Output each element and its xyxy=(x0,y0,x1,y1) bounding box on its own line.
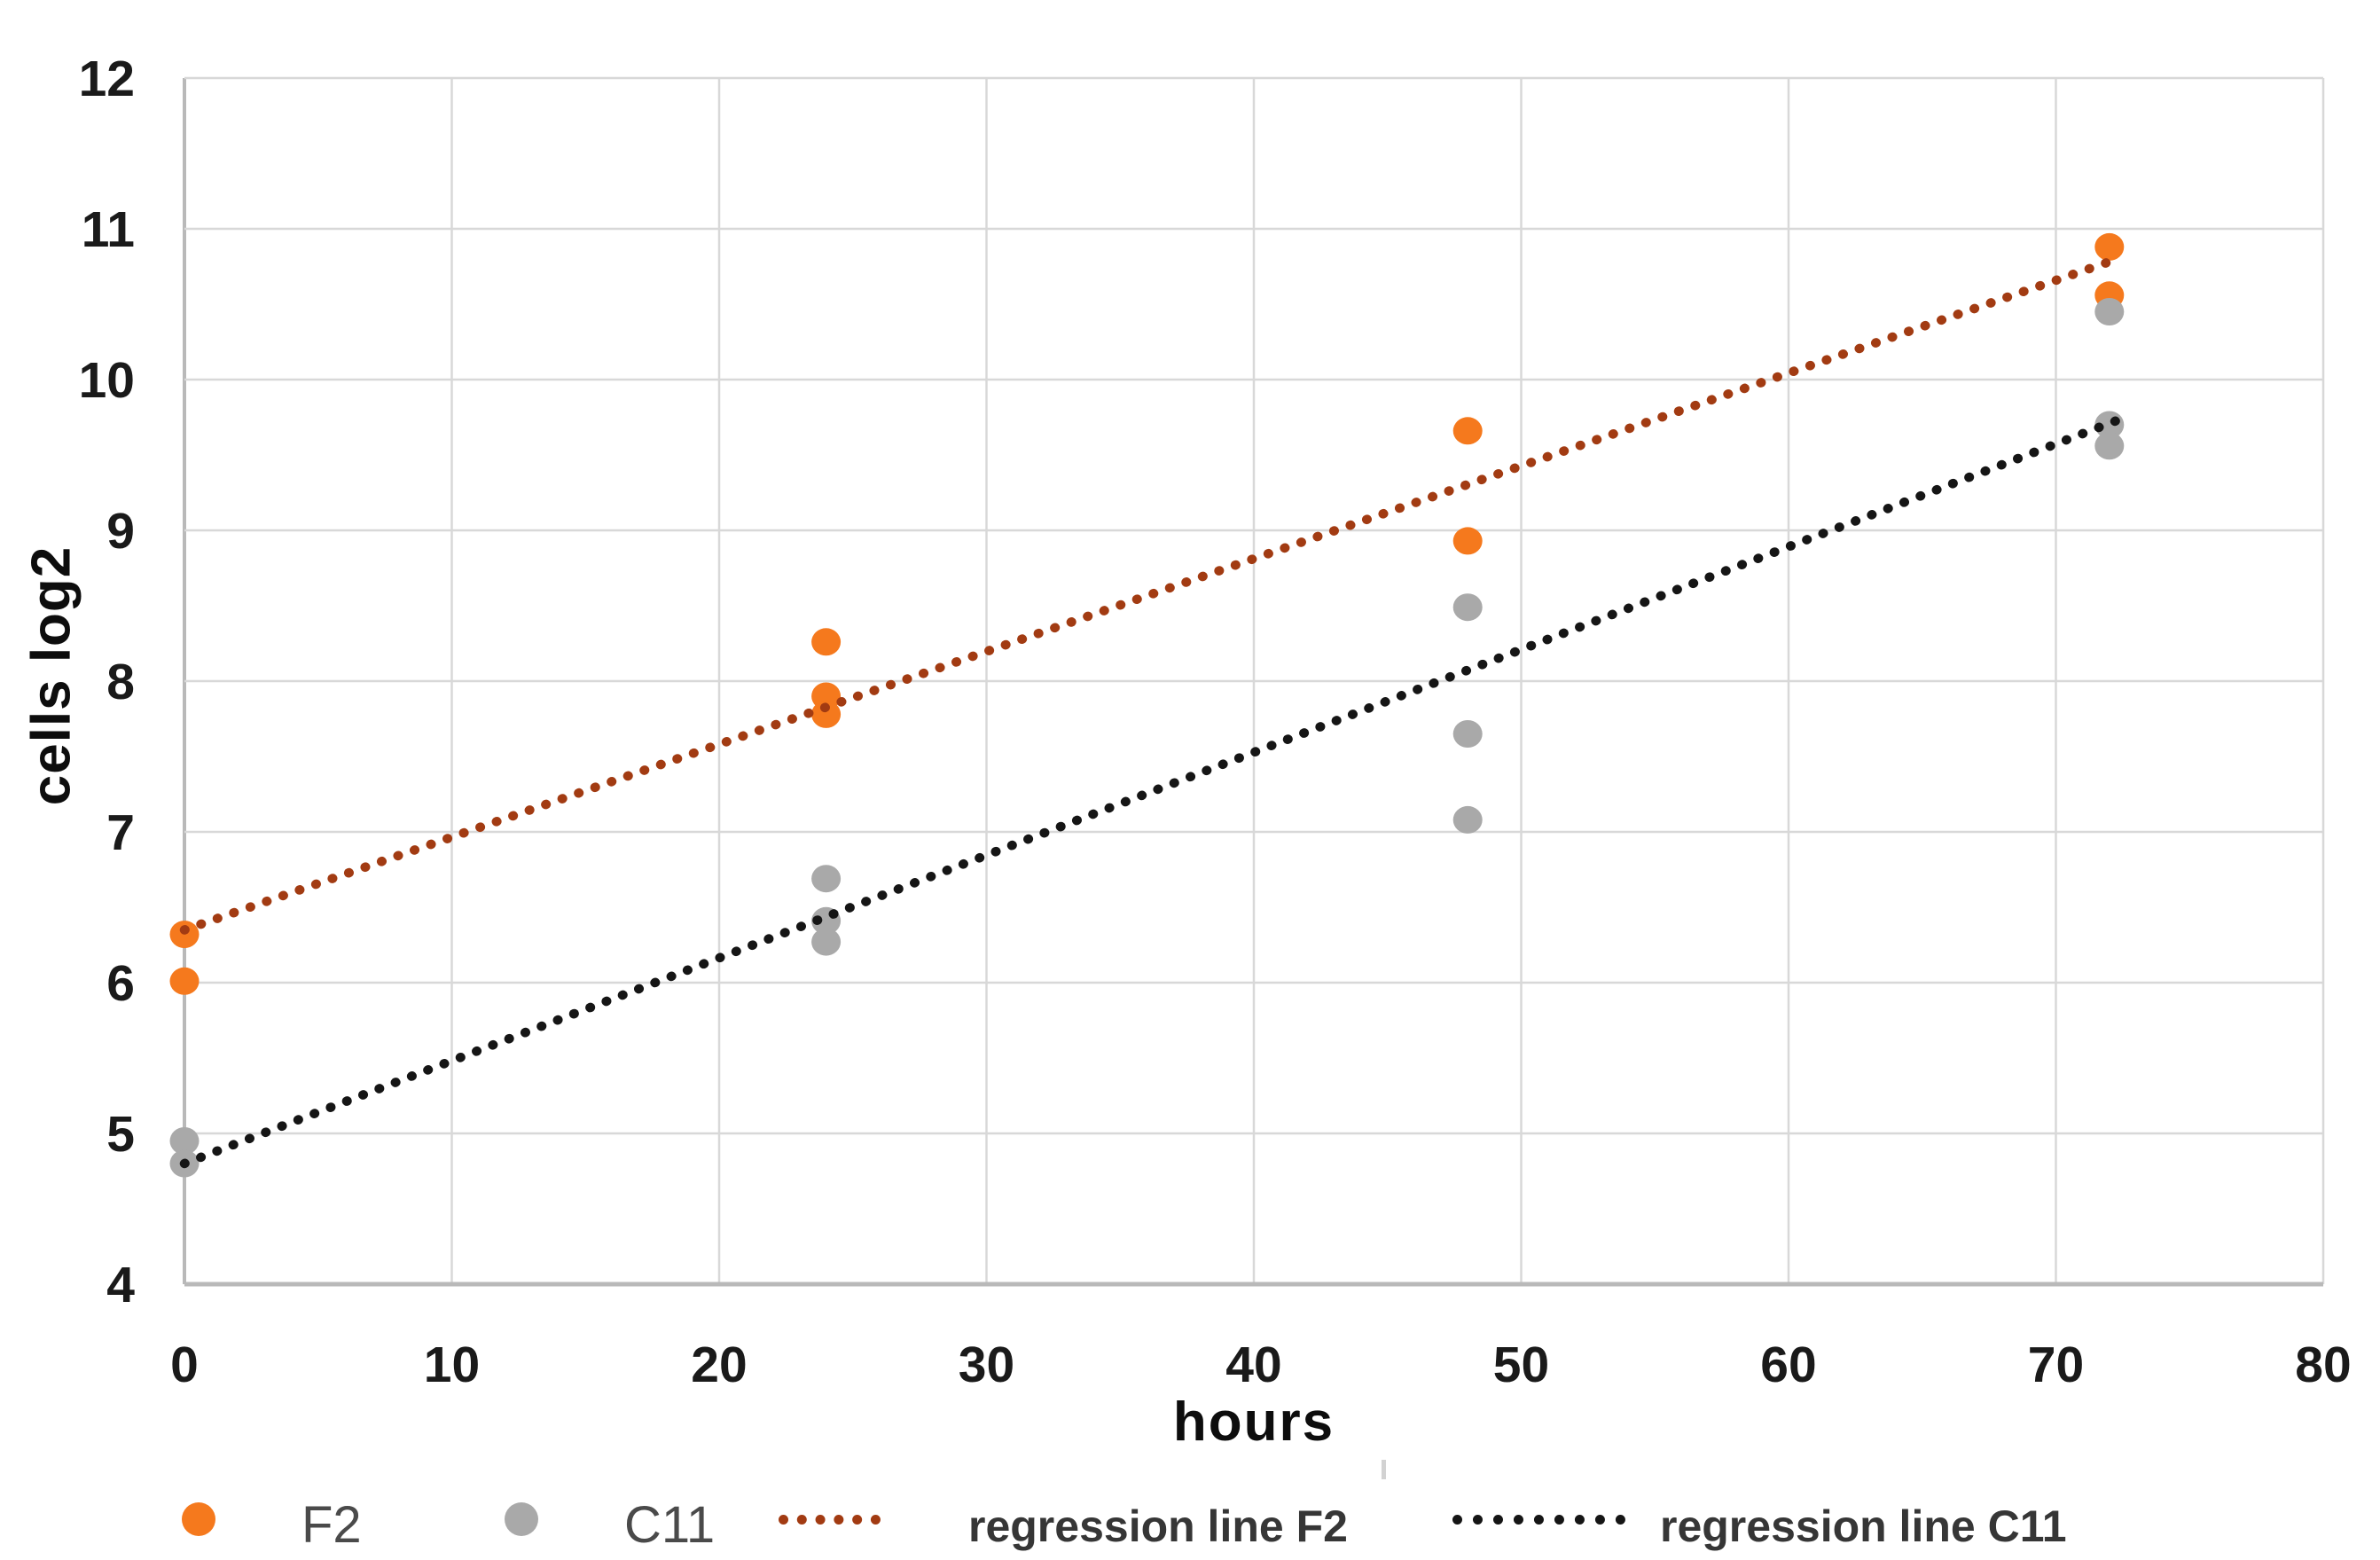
legend-label-regression-c11: regression line C11 xyxy=(1660,1501,2067,1551)
legend-marker-c11-dot-icon xyxy=(505,1502,538,1536)
y-tick-label: 6 xyxy=(106,955,135,1012)
data-point-c11 xyxy=(2094,432,2125,460)
data-point-c11 xyxy=(1452,720,1483,748)
data-point-c11 xyxy=(811,928,842,956)
x-tick-label: 10 xyxy=(424,1337,480,1393)
data-point-f2 xyxy=(2094,232,2125,261)
x-axis-title: hours xyxy=(1172,1391,1335,1453)
x-tick-label: 60 xyxy=(1760,1337,1816,1393)
data-point-c11 xyxy=(1452,593,1483,622)
regression-line-c11 xyxy=(179,415,2123,1169)
x-tick-label: 40 xyxy=(1225,1337,1281,1393)
stray-tick-mark xyxy=(1382,1460,1386,1479)
legend: F2 C11 regression line F2 regression lin… xyxy=(0,1460,2380,1560)
legend-marker-regression-f2-dotted-line-icon xyxy=(779,1515,881,1525)
y-tick-label: 11 xyxy=(82,201,135,258)
y-axis-title: cells log2 xyxy=(20,545,82,806)
y-tick-label: 5 xyxy=(106,1106,135,1163)
data-point-f2 xyxy=(1452,527,1483,555)
x-tick-label: 50 xyxy=(1493,1337,1549,1393)
data-point-c11 xyxy=(811,865,842,893)
x-tick-label: 80 xyxy=(2295,1337,2351,1393)
y-tick-label: 8 xyxy=(106,654,135,710)
data-point-f2 xyxy=(169,967,200,995)
data-point-c11 xyxy=(169,1127,200,1155)
data-point-f2 xyxy=(811,628,842,656)
data-point-f2 xyxy=(1452,417,1483,445)
legend-label-c11: C11 xyxy=(624,1496,716,1554)
y-tick-label: 7 xyxy=(106,804,135,861)
y-tick-label: 9 xyxy=(106,503,135,560)
data-point-f2 xyxy=(811,700,842,728)
y-tick-label: 10 xyxy=(79,352,135,409)
y-tick-label: 12 xyxy=(79,51,135,107)
y-tick-label: 4 xyxy=(106,1257,135,1313)
legend-label-regression-f2: regression line F2 xyxy=(968,1501,1348,1551)
x-tick-label: 30 xyxy=(959,1337,1014,1393)
regression-line-f2 xyxy=(179,254,2123,935)
legend-marker-regression-c11-dotted-line-icon xyxy=(1452,1515,1625,1525)
x-tick-label: 0 xyxy=(170,1337,199,1393)
x-tick-label: 20 xyxy=(691,1337,747,1393)
legend-label-f2: F2 xyxy=(301,1496,362,1554)
x-tick-label: 70 xyxy=(2028,1337,2084,1393)
data-point-c11 xyxy=(1452,805,1483,834)
data-point-c11 xyxy=(2094,298,2125,325)
legend-marker-f2-dot-icon xyxy=(182,1502,215,1536)
